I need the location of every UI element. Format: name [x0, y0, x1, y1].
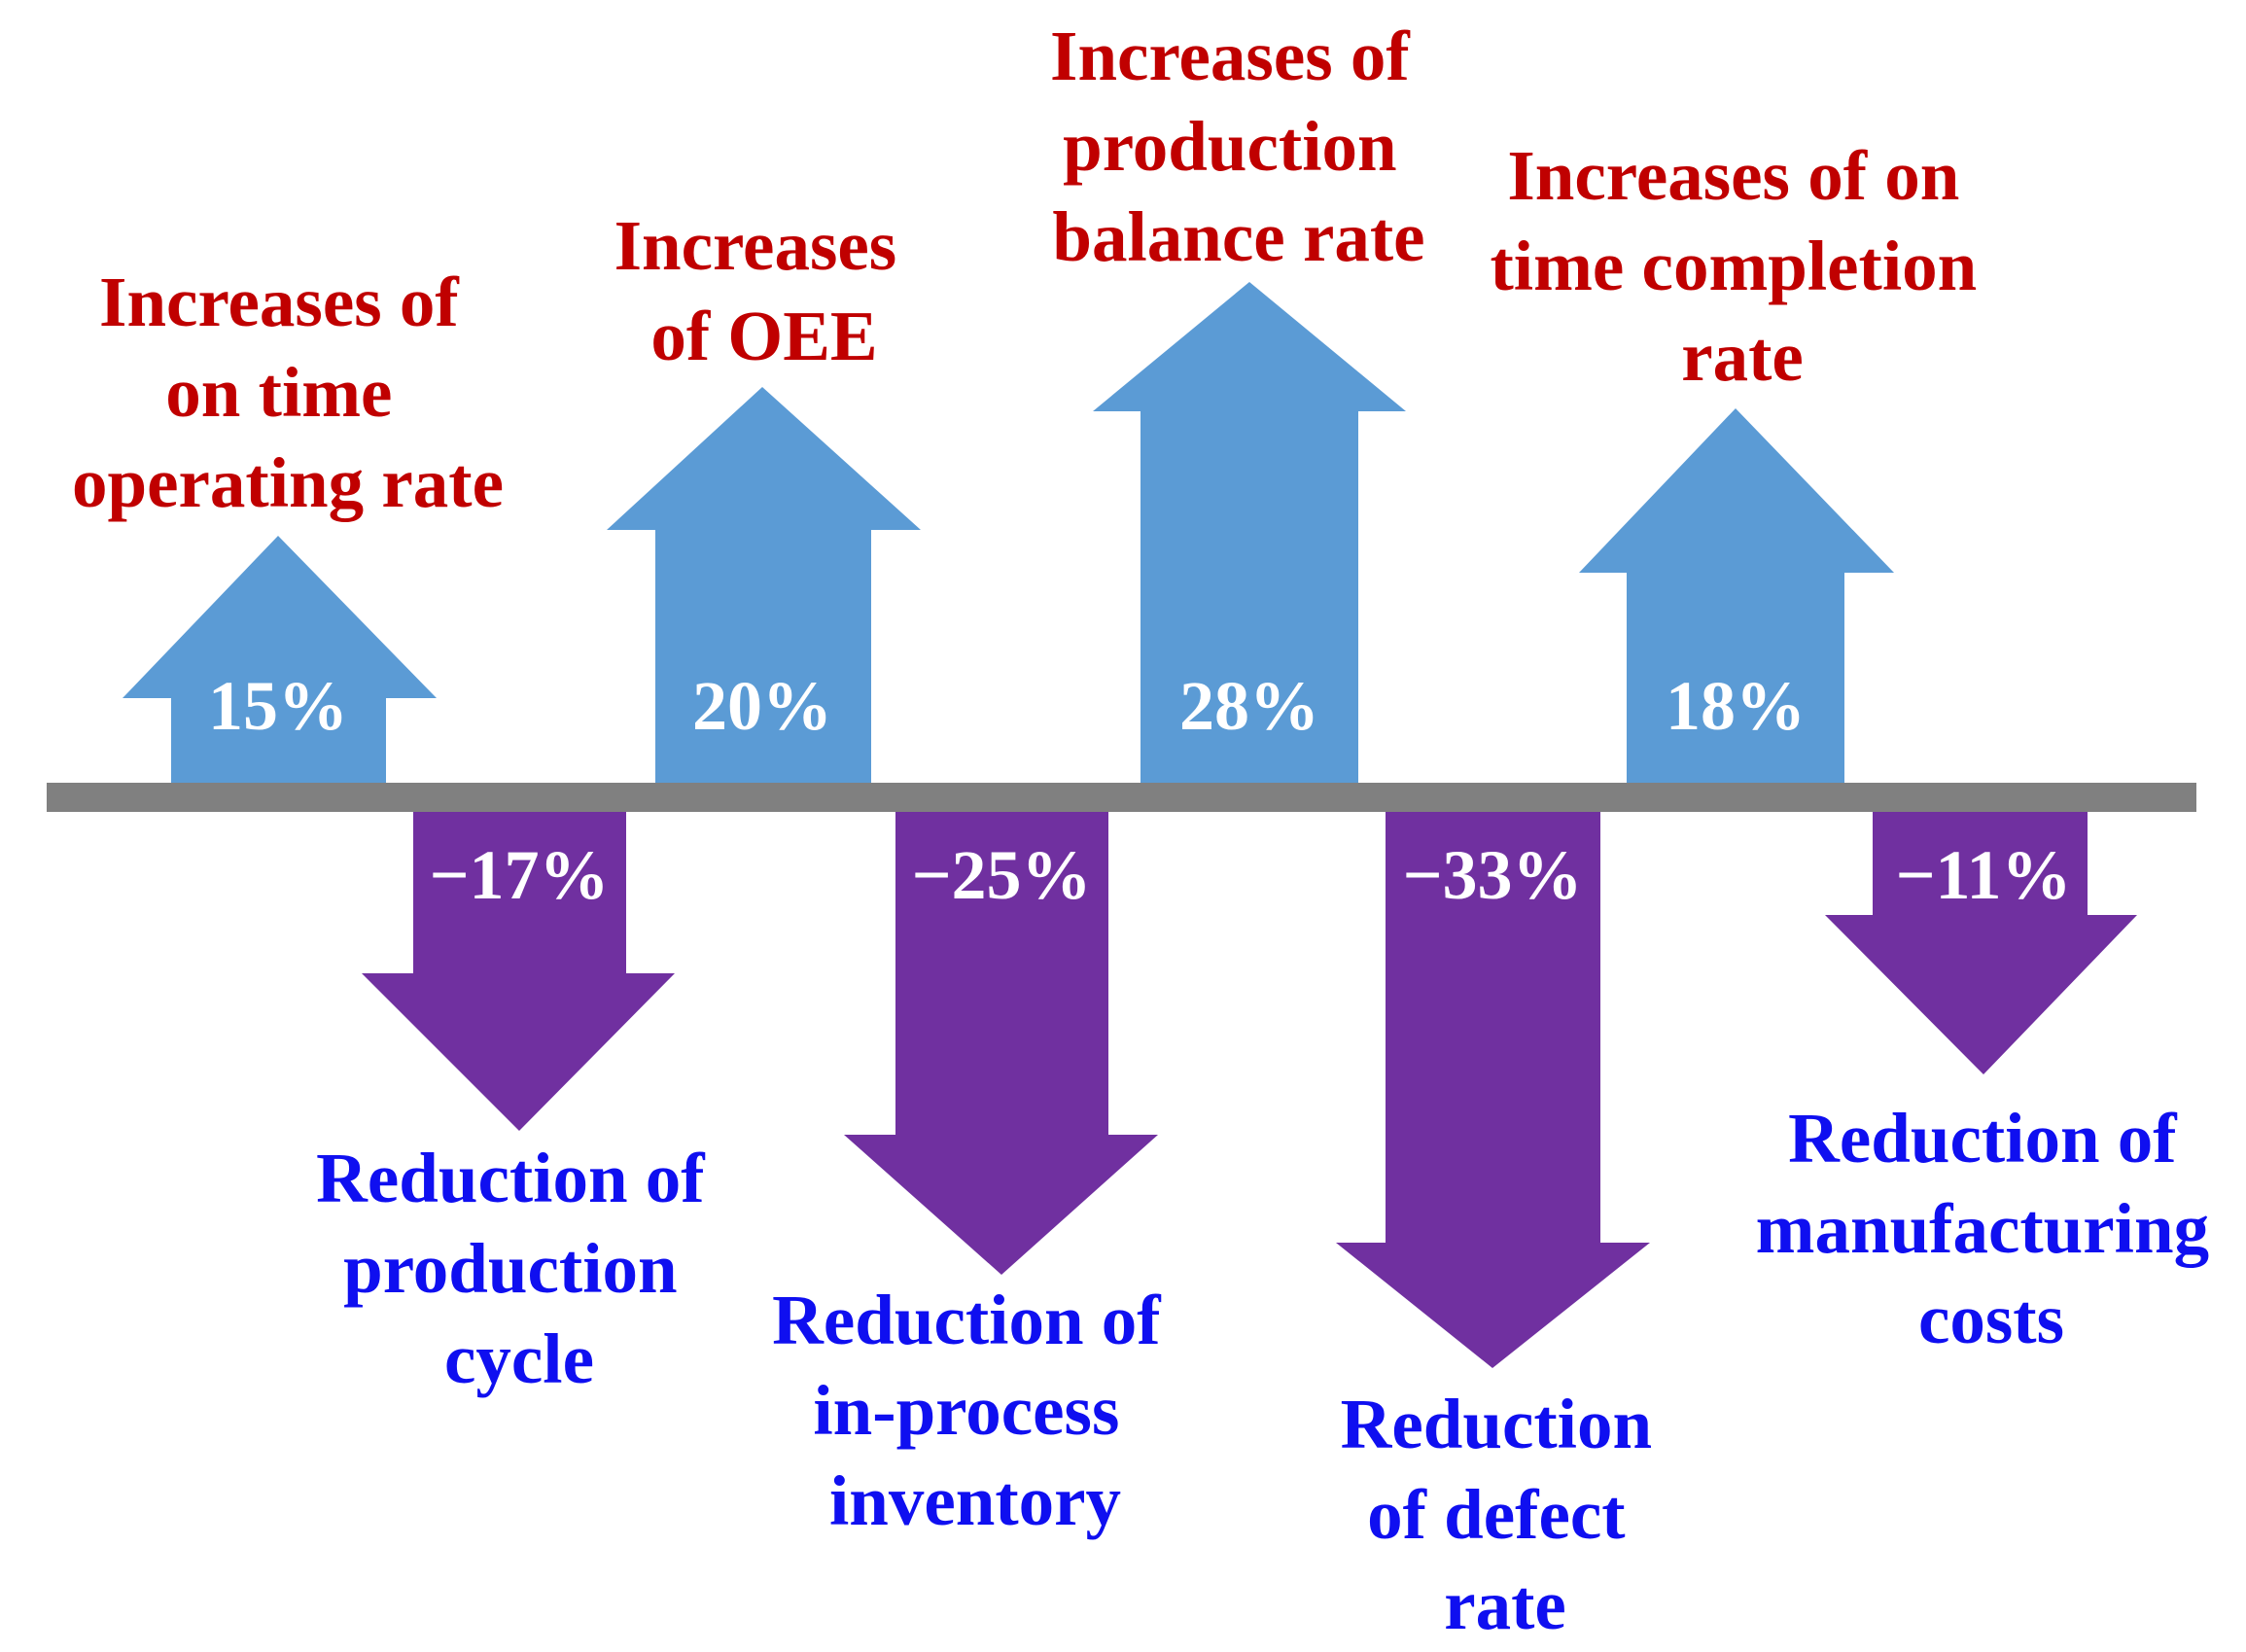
down-arrow-group-2: −25% Reduction of in-process inventory: [772, 812, 1178, 1540]
down-arrow-group-4: −11% Reduction of manufacturing costs: [1756, 812, 2228, 1358]
down-arrow-value-4: −11%: [1895, 836, 2071, 914]
up-label-3: Increases of production balance rate: [1050, 17, 1427, 276]
up-arrow-group-2: 20% Increases of OEE: [607, 206, 921, 783]
up-arrow-group-3: 28% Increases of production balance rate: [1050, 17, 1427, 783]
up-arrow-3: [1093, 282, 1406, 783]
up-label-1: Increases of on time operating rate: [72, 263, 504, 522]
down-arrow-value-2: −25%: [911, 836, 1091, 914]
up-arrow-group-4: 18% Increases of on time completion rate: [1491, 136, 1995, 783]
up-arrow-value-2: 20%: [692, 667, 832, 745]
down-arrow-3: [1336, 812, 1650, 1368]
up-arrow-value-3: 28%: [1179, 667, 1319, 745]
down-arrow-group-1: −17% Reduction of production cycle: [316, 812, 722, 1398]
down-label-2: Reduction of in-process inventory: [772, 1281, 1178, 1540]
down-arrow-2: [844, 812, 1158, 1275]
down-arrow-1: [362, 812, 675, 1131]
up-arrow-value-4: 18%: [1666, 667, 1806, 745]
down-arrow-4: [1825, 812, 2137, 1074]
up-label-4: Increases of on time completion rate: [1491, 136, 1995, 396]
up-arrow-4: [1579, 408, 1894, 783]
down-arrow-value-1: −17%: [429, 836, 609, 914]
down-label-1: Reduction of production cycle: [316, 1139, 722, 1398]
up-arrow-1: [123, 536, 437, 783]
up-label-2: Increases of OEE: [614, 206, 915, 375]
up-arrow-2: [607, 387, 921, 783]
down-arrow-group-3: −33% Reduction of defect rate: [1336, 812, 1670, 1644]
baseline-bar: [47, 783, 2196, 812]
down-label-4: Reduction of manufacturing costs: [1756, 1099, 2228, 1358]
up-arrow-value-1: 15%: [208, 667, 348, 745]
up-arrow-group-1: 15% Increases of on time operating rate: [72, 263, 504, 783]
down-arrow-value-3: −33%: [1402, 836, 1582, 914]
down-label-3: Reduction of defect rate: [1341, 1385, 1670, 1644]
